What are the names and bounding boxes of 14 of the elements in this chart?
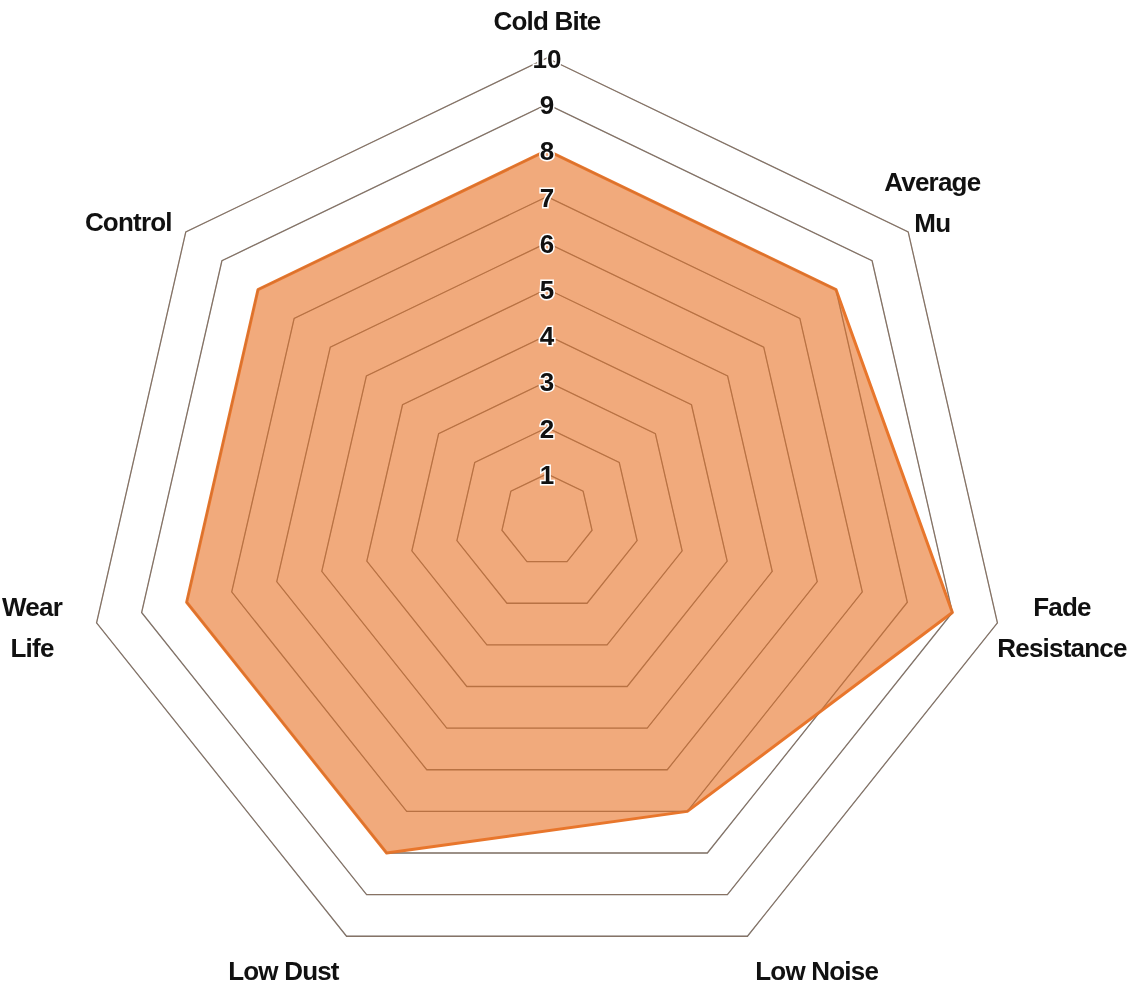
- spoke-label: Low Noise: [755, 956, 879, 985]
- spoke-label: Low Dust: [228, 956, 340, 985]
- spoke-label: Average Mu: [884, 166, 981, 238]
- spoke-label: Fade Resistance: [997, 592, 1127, 664]
- y-tick-label: 7: [539, 182, 555, 213]
- spoke-label: Cold Bite: [493, 6, 601, 36]
- y-tick-label: 5: [539, 275, 555, 305]
- y-tick-label: 6: [539, 228, 555, 259]
- spoke-label: Wear Life: [2, 592, 63, 664]
- y-tick-label: 3: [539, 367, 555, 398]
- y-tick-label: 2: [539, 413, 555, 444]
- spoke-label: Control: [84, 206, 172, 237]
- y-tick-label: 1: [539, 459, 555, 490]
- y-tick-label: 4: [539, 321, 555, 352]
